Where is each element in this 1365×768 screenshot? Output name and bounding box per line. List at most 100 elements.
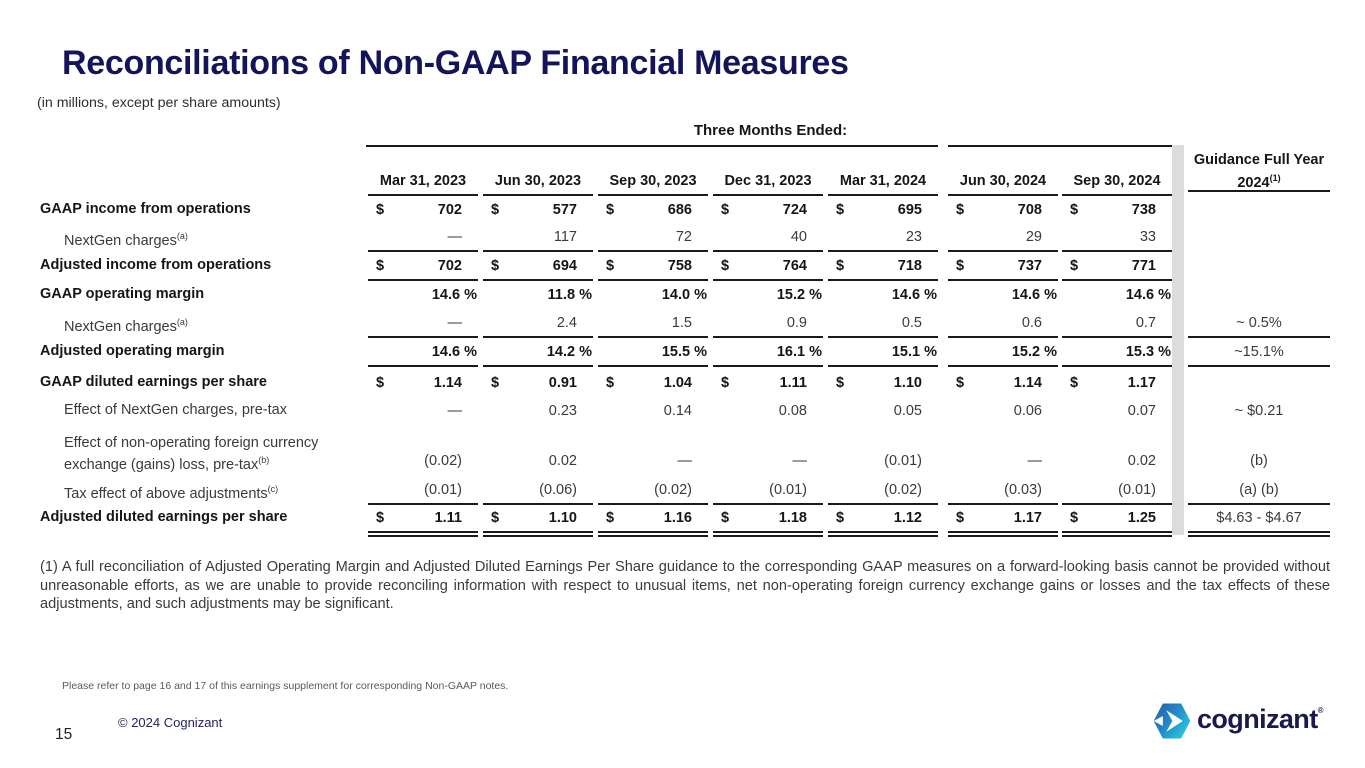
value-cell: 2.4 <box>483 314 593 338</box>
cell-value: 1.12 <box>893 510 922 526</box>
cell-value: 724 <box>782 202 807 218</box>
value-cell: $686 <box>598 201 708 223</box>
value-cell: — <box>368 314 478 338</box>
guidance-value: (b) <box>1250 453 1268 469</box>
cell-value: 117 <box>553 229 577 245</box>
cell-value: 0.23 <box>548 403 577 419</box>
dollar-sign: $ <box>1070 258 1079 274</box>
cell-value: 0.6 <box>1021 315 1042 331</box>
cell-value: (0.01) <box>1118 482 1156 498</box>
value-cell: 0.02 <box>1062 452 1172 474</box>
value-cell: 16.1 % <box>713 343 823 367</box>
value-cell: 29 <box>948 228 1058 252</box>
cell-value: 758 <box>667 258 692 274</box>
guidance-header-footnote-ref: (1) <box>1269 173 1281 183</box>
double-rule-line <box>483 535 593 537</box>
cell-value: 15.1 % <box>891 344 937 360</box>
cognizant-logo: cognizant® <box>1152 701 1324 741</box>
value-cell: 40 <box>713 228 823 252</box>
value-cell: 0.02 <box>483 452 593 474</box>
cell-value: 14.6 % <box>431 287 477 303</box>
cell-value: — <box>447 403 463 419</box>
cell-value: 0.08 <box>778 403 807 419</box>
dollar-sign: $ <box>1070 375 1079 391</box>
cell-value: 40 <box>790 229 807 245</box>
dollar-sign: $ <box>836 258 845 274</box>
value-cell: $694 <box>483 257 593 281</box>
cell-value: 15.2 % <box>1011 344 1057 360</box>
cell-value: 1.17 <box>1127 375 1156 391</box>
value-cell: — <box>948 452 1058 474</box>
value-cell: 14.0 % <box>598 286 708 308</box>
cell-value: 11.8 % <box>547 287 592 303</box>
guidance-cell: $4.63 - $4.67 <box>1188 509 1330 533</box>
value-cell: 14.6 % <box>1062 286 1172 308</box>
cell-value: 0.07 <box>1127 403 1156 419</box>
cell-value: 702 <box>437 258 462 274</box>
value-cell: $702 <box>368 257 478 281</box>
value-cell: 0.7 <box>1062 314 1172 338</box>
footnote-ref: (c) <box>267 484 279 494</box>
cell-value: 0.91 <box>548 375 577 391</box>
dollar-sign: $ <box>956 258 965 274</box>
column-divider-bar <box>1172 145 1184 535</box>
value-cell: 0.14 <box>598 402 708 424</box>
column-header: Jun 30, 2024 <box>948 171 1058 196</box>
footnote-ref: (b) <box>258 455 270 465</box>
value-cell: 0.08 <box>713 402 823 424</box>
cell-value: 702 <box>437 202 462 218</box>
row-label: GAAP operating margin <box>40 286 340 303</box>
cell-value: 737 <box>1017 258 1042 274</box>
cell-value: — <box>447 315 463 331</box>
double-rule-line <box>368 535 478 537</box>
cell-value: 29 <box>1025 229 1042 245</box>
value-cell: — <box>713 452 823 474</box>
cell-value: — <box>1027 453 1043 469</box>
column-header: Jun 30, 2023 <box>483 171 593 196</box>
dollar-sign: $ <box>836 510 845 526</box>
value-cell: $1.11 <box>713 374 823 396</box>
cell-value: 738 <box>1131 202 1156 218</box>
row-label: Adjusted diluted earnings per share <box>40 509 340 526</box>
cell-value: — <box>447 229 463 245</box>
value-cell: 0.06 <box>948 402 1058 424</box>
double-rule-line <box>948 535 1058 537</box>
value-cell: 72 <box>598 228 708 252</box>
value-cell: 15.5 % <box>598 343 708 367</box>
value-cell: $1.11 <box>368 509 478 533</box>
cell-value: 694 <box>552 258 577 274</box>
cell-value: 72 <box>675 229 692 245</box>
double-rule-line <box>828 535 938 537</box>
dollar-sign: $ <box>376 510 385 526</box>
value-cell: 117 <box>483 228 593 252</box>
cell-value: 764 <box>782 258 807 274</box>
dollar-sign: $ <box>491 510 500 526</box>
double-rule-line <box>713 535 823 537</box>
cell-value: 0.14 <box>663 403 692 419</box>
value-cell: (0.01) <box>713 481 823 505</box>
double-rule-line <box>598 535 708 537</box>
dollar-sign: $ <box>1070 202 1079 218</box>
value-cell: 0.5 <box>828 314 938 338</box>
row-label-text: GAAP diluted earnings per share <box>40 374 267 390</box>
guidance-value: $4.63 - $4.67 <box>1216 510 1302 526</box>
cell-value: 14.6 % <box>891 287 937 303</box>
value-cell: (0.02) <box>828 481 938 505</box>
value-cell: $702 <box>368 201 478 223</box>
value-cell: $1.17 <box>1062 374 1172 396</box>
value-cell: 14.2 % <box>483 343 593 367</box>
cell-value: (0.02) <box>424 453 462 469</box>
row-label: Adjusted operating margin <box>40 343 340 360</box>
value-cell: $738 <box>1062 201 1172 223</box>
column-header: Sep 30, 2024 <box>1062 171 1172 196</box>
cell-value: 1.11 <box>779 375 807 391</box>
value-cell: $737 <box>948 257 1058 281</box>
value-cell: $1.18 <box>713 509 823 533</box>
value-cell: $724 <box>713 201 823 223</box>
cell-value: 1.10 <box>893 375 922 391</box>
cell-value: 0.9 <box>786 315 807 331</box>
cell-value: 771 <box>1131 258 1156 274</box>
cell-value: 14.6 % <box>1011 287 1057 303</box>
